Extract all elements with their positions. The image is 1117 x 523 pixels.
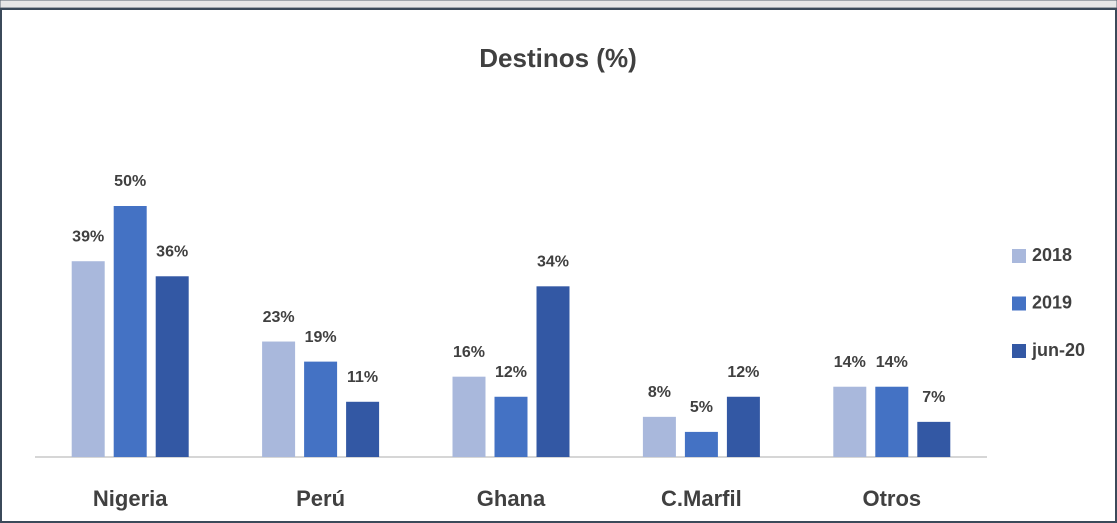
x-tick-label: Otros bbox=[862, 486, 921, 511]
bar bbox=[917, 421, 951, 457]
x-tick-label: Ghana bbox=[477, 486, 546, 511]
data-label: 7% bbox=[922, 389, 945, 406]
bar bbox=[113, 206, 147, 457]
top-strip bbox=[0, 0, 1117, 9]
x-tick-label: C.Marfil bbox=[661, 486, 742, 511]
legend-label: jun-20 bbox=[1031, 340, 1085, 360]
bar bbox=[346, 401, 380, 457]
bar bbox=[684, 431, 718, 457]
data-label: 16% bbox=[453, 344, 485, 361]
bar bbox=[71, 261, 105, 457]
bar bbox=[452, 376, 486, 457]
data-label: 39% bbox=[72, 228, 104, 245]
legend-label: 2019 bbox=[1032, 292, 1072, 312]
bar bbox=[875, 386, 909, 457]
data-label: 14% bbox=[876, 354, 908, 371]
legend-swatch bbox=[1012, 344, 1026, 358]
data-label: 34% bbox=[537, 254, 569, 271]
bar bbox=[262, 341, 296, 457]
data-label: 36% bbox=[156, 243, 188, 260]
data-label: 8% bbox=[648, 384, 671, 401]
data-label: 50% bbox=[114, 173, 146, 190]
data-label: 14% bbox=[834, 354, 866, 371]
x-tick-label: Perú bbox=[296, 486, 345, 511]
x-tick-label: Nigeria bbox=[93, 486, 168, 511]
data-label: 19% bbox=[305, 329, 337, 346]
bar bbox=[494, 396, 528, 457]
data-label: 12% bbox=[495, 364, 527, 381]
data-label: 23% bbox=[263, 309, 295, 326]
legend-swatch bbox=[1012, 249, 1026, 263]
data-label: 11% bbox=[347, 369, 378, 386]
bar bbox=[536, 286, 570, 457]
data-label: 12% bbox=[727, 364, 759, 381]
legend-label: 2018 bbox=[1032, 245, 1072, 265]
bar bbox=[833, 386, 867, 457]
data-label: 5% bbox=[690, 399, 713, 416]
bar bbox=[726, 396, 760, 457]
bar bbox=[642, 416, 676, 457]
bar bbox=[155, 276, 189, 457]
legend-swatch bbox=[1012, 296, 1026, 311]
bar bbox=[304, 361, 338, 457]
chart-title: Destinos (%) bbox=[479, 43, 636, 73]
